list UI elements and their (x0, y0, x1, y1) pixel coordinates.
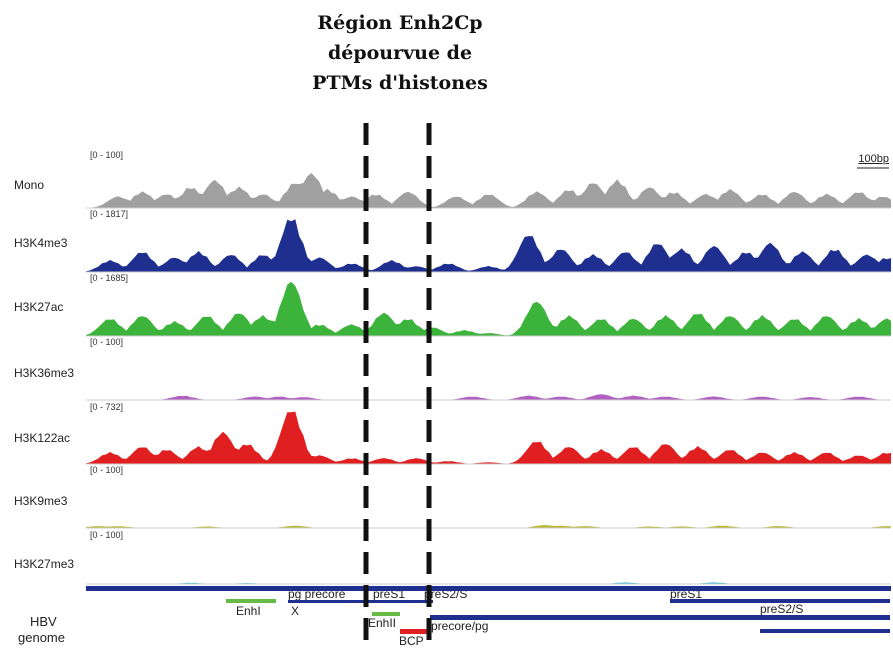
coverage-h3k36me3 (86, 394, 891, 400)
coverage-h3k122ac (86, 411, 891, 464)
feature-bar-x (288, 600, 433, 603)
feature-label-enhii: EnhII (368, 616, 397, 630)
track-range-h3k27me3: [0 - 100] (90, 530, 124, 540)
track-label-h3k4me3: H3K4me3 (14, 236, 68, 250)
coverage-h3k27me3 (86, 582, 891, 584)
track-range-h3k4me3: [0 - 1817] (90, 209, 129, 219)
coverage-mono (86, 173, 891, 208)
feature-bar-enhi (226, 599, 276, 603)
title-line-1: Région Enh2Cp (317, 12, 483, 34)
track-range-h3k36me3: [0 - 100] (90, 337, 124, 347)
track-label-h3k27me3: H3K27me3 (14, 557, 75, 571)
track-label-h3k122ac: H3K122ac (14, 431, 71, 445)
feature-bar-pres2s-b (760, 629, 890, 633)
feature-bar-bcp (400, 629, 430, 634)
feature-label-bcp: BCP (399, 634, 424, 648)
feature-label-pres2s-b: preS2/S (760, 602, 804, 616)
feature-label-precore-pg: precore/pg (431, 619, 489, 633)
title-line-3: PTMs d'histones (312, 72, 488, 94)
track-range-h3k27ac: [0 - 1685] (90, 273, 129, 283)
track-range-h3k122ac: [0 - 732] (90, 402, 124, 412)
scale-bar-label: 100bp (858, 153, 889, 165)
coverage-h3k4me3 (86, 219, 891, 272)
figure-title: Région Enh2Cp dépourvue de PTMs d'histon… (250, 8, 550, 98)
title-line-2: dépourvue de (327, 42, 473, 64)
genome-label-line2: genome (18, 630, 65, 645)
genome-label-line1: HBV (30, 614, 57, 629)
track-label-h3k36me3: H3K36me3 (14, 366, 75, 380)
feature-bar-precore-pg (430, 615, 890, 620)
feature-bar-enhii (372, 612, 400, 616)
track-label-mono: Mono (14, 178, 45, 192)
track-label-h3k9me3: H3K9me3 (14, 494, 68, 508)
feature-label-enhi: EnhI (236, 604, 261, 618)
coverage-h3k9me3 (86, 525, 891, 528)
track-range-mono: [0 - 100] (90, 150, 124, 160)
coverage-h3k27ac (86, 281, 891, 336)
track-range-h3k9me3: [0 - 100] (90, 465, 124, 475)
genome-main-strand (86, 586, 891, 591)
track-label-h3k27ac: H3K27ac (14, 300, 64, 314)
feature-label-x: X (291, 604, 300, 618)
feature-bar-pres1-b (670, 599, 890, 603)
